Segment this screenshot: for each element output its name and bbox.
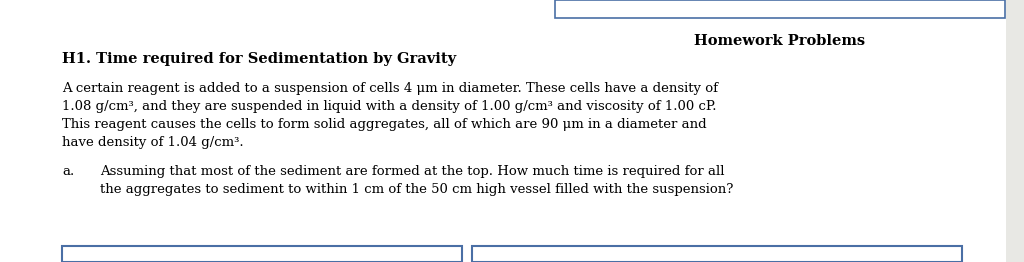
Text: 1.08 g/cm³, and they are suspended in liquid with a density of 1.00 g/cm³ and vi: 1.08 g/cm³, and they are suspended in li…: [62, 100, 717, 113]
Text: have density of 1.04 g/cm³.: have density of 1.04 g/cm³.: [62, 136, 244, 149]
Text: A certain reagent is added to a suspension of cells 4 μm in diameter. These cell: A certain reagent is added to a suspensi…: [62, 82, 718, 95]
Text: H1. Time required for Sedimentation by Gravity: H1. Time required for Sedimentation by G…: [62, 52, 456, 66]
Text: Homework Problems: Homework Problems: [694, 34, 865, 48]
Text: This reagent causes the cells to form solid aggregates, all of which are 90 μm i: This reagent causes the cells to form so…: [62, 118, 707, 131]
Text: the aggregates to sediment to within 1 cm of the 50 cm high vessel filled with t: the aggregates to sediment to within 1 c…: [100, 183, 733, 196]
Text: a.: a.: [62, 165, 75, 178]
FancyBboxPatch shape: [555, 0, 1005, 18]
FancyBboxPatch shape: [472, 246, 962, 262]
Text: Assuming that most of the sediment are formed at the top. How much time is requi: Assuming that most of the sediment are f…: [100, 165, 725, 178]
FancyBboxPatch shape: [62, 246, 462, 262]
